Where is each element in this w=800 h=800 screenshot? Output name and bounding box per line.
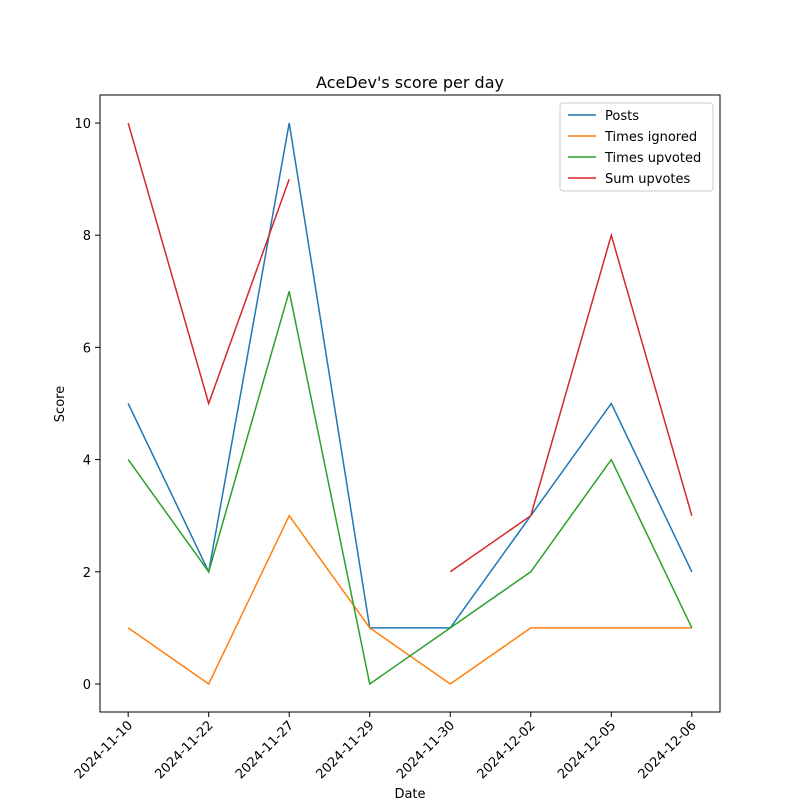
chart-title: AceDev's score per day xyxy=(316,73,504,92)
legend-box xyxy=(559,102,714,192)
y-tick-label: 6 xyxy=(83,341,91,356)
legend-label: Times upvoted xyxy=(604,151,701,166)
y-tick-label: 0 xyxy=(83,678,91,693)
y-tick-label: 10 xyxy=(74,117,91,132)
legend-label: Sum upvotes xyxy=(605,172,691,187)
legend-label: Times ignored xyxy=(604,130,697,145)
line xyxy=(127,122,693,629)
line xyxy=(127,122,693,573)
line xyxy=(127,291,693,686)
y-tick-label: 4 xyxy=(83,454,91,469)
legend-label: Posts xyxy=(605,109,639,124)
x-axis-label: Date xyxy=(394,787,425,800)
y-tick-label: 2 xyxy=(83,566,91,581)
y-axis-label: Score xyxy=(53,386,68,422)
plot-frame xyxy=(99,94,721,713)
y-tick-label: 8 xyxy=(83,229,91,244)
legend: Posts Times ignored Times upvoted Sum upvot… xyxy=(559,102,714,192)
